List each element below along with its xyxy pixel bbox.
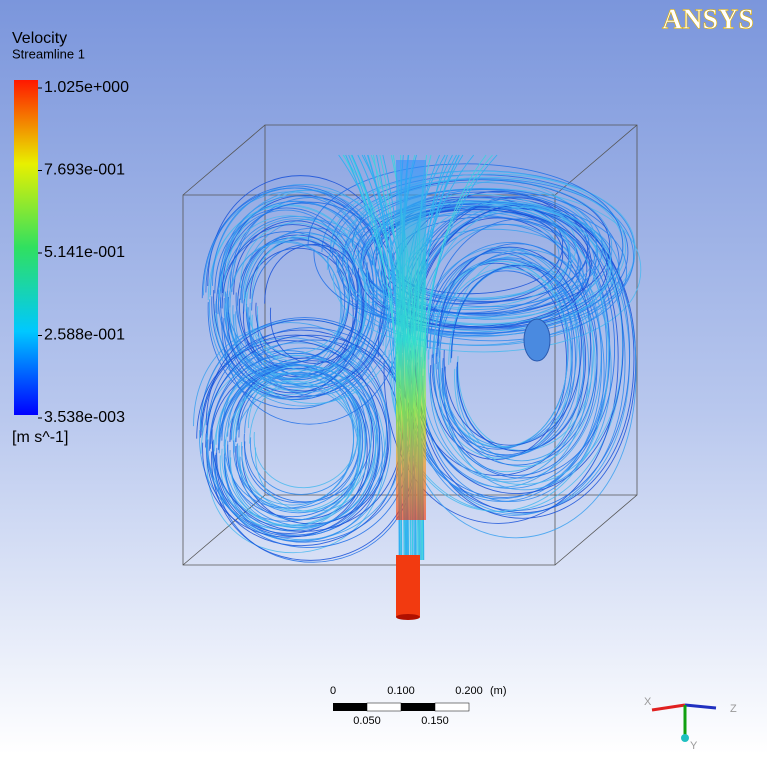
scale-label: 0.100 [387,685,415,697]
color-bar-label: 5.141e-001 [44,244,125,261]
scale-label: 0.150 [421,715,449,727]
scale-segment [367,703,401,711]
color-bar-label: 3.538e-003 [44,409,125,426]
background [0,0,767,754]
scale-segment [435,703,469,711]
color-bar [14,80,38,415]
scale-segment [401,703,435,711]
scale-segment [333,703,367,711]
legend-subtitle: Streamline 1 [12,46,85,61]
legend-title: Velocity [12,30,67,47]
y-axis-tip [681,734,689,742]
z-axis-label: Z [730,703,737,715]
scale-label: 0.050 [353,715,381,727]
legend-unit: [m s^-1] [12,429,68,446]
color-bar-label: 1.025e+000 [44,79,129,96]
scale-label: 0.200 [455,685,483,697]
scale-unit: (m) [490,685,507,697]
color-bar-label: 7.693e-001 [44,162,125,179]
y-axis-label: Y [690,740,698,752]
inlet-end [396,614,420,620]
scale-label: 0 [330,685,336,697]
inlet-pipe [396,555,420,617]
logo: ANSYS [662,4,754,35]
viewport: ANSYS Velocity Streamline 1 1.025e+000 7.… [0,0,767,754]
color-bar-label: 2.588e-001 [44,327,125,344]
outlet [524,319,550,361]
x-axis-label: X [644,696,652,708]
jet-core [396,160,426,520]
